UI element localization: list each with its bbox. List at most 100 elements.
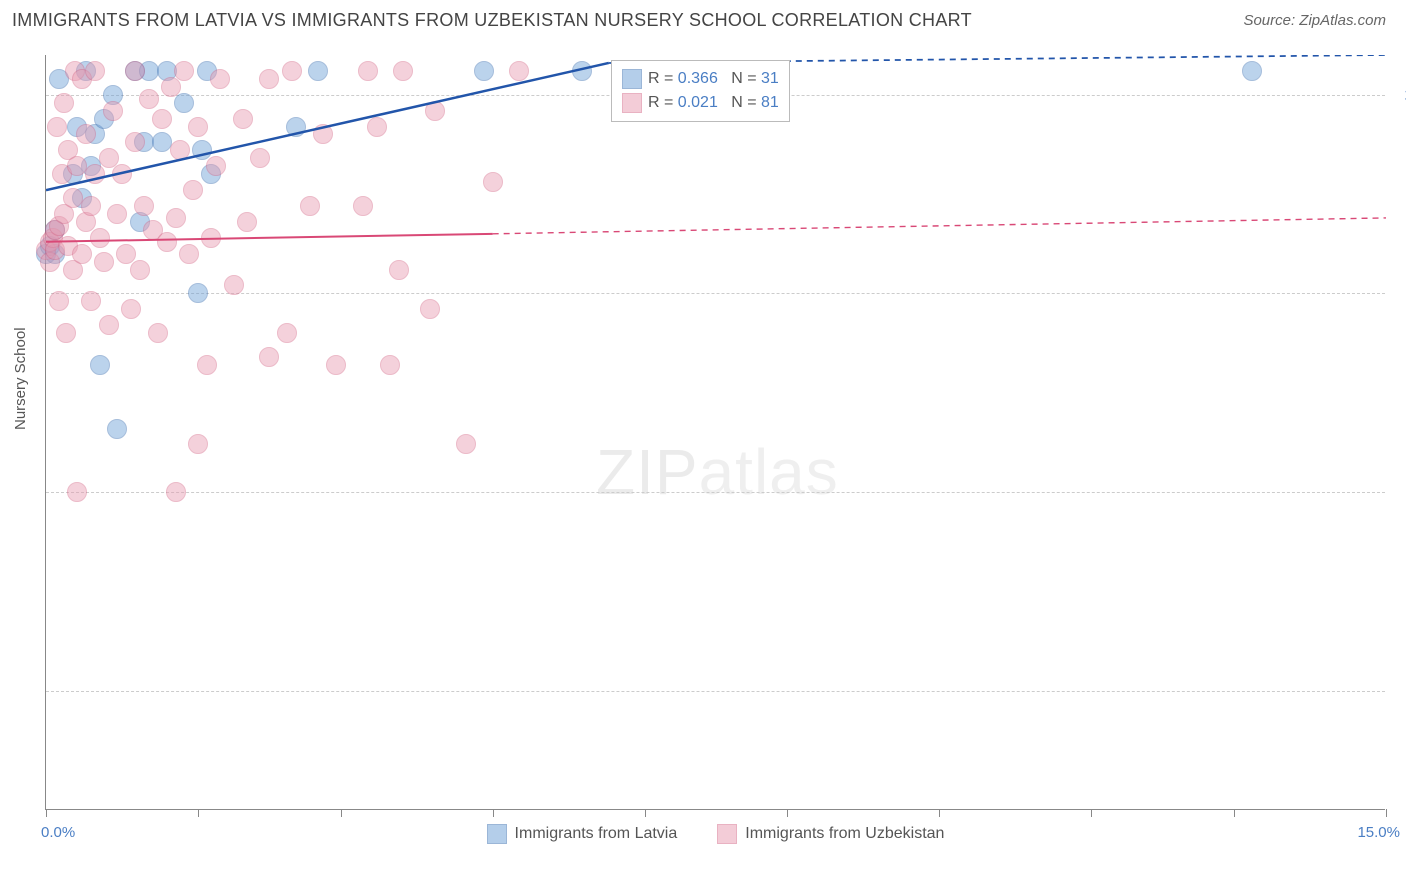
legend-swatch bbox=[622, 93, 642, 113]
scatter-point bbox=[483, 172, 503, 192]
scatter-point bbox=[282, 61, 302, 81]
scatter-point bbox=[183, 180, 203, 200]
scatter-point bbox=[107, 204, 127, 224]
x-tick bbox=[1091, 809, 1092, 817]
scatter-point bbox=[509, 61, 529, 81]
scatter-point bbox=[358, 61, 378, 81]
legend-label: Immigrants from Uzbekistan bbox=[745, 825, 944, 843]
correlation-legend: R = 0.366 N = 31 R = 0.021 N = 81 bbox=[611, 60, 790, 122]
scatter-point bbox=[72, 244, 92, 264]
scatter-point bbox=[54, 93, 74, 113]
legend-row: R = 0.366 N = 31 bbox=[622, 67, 779, 91]
scatter-point bbox=[81, 196, 101, 216]
gridline bbox=[46, 492, 1385, 493]
y-axis-label: Nursery School bbox=[12, 327, 29, 430]
scatter-point bbox=[76, 124, 96, 144]
scatter-point bbox=[157, 232, 177, 252]
scatter-point bbox=[125, 132, 145, 152]
scatter-point bbox=[237, 212, 257, 232]
scatter-point bbox=[326, 355, 346, 375]
scatter-point bbox=[166, 482, 186, 502]
scatter-point bbox=[259, 347, 279, 367]
legend-label: Immigrants from Latvia bbox=[515, 825, 678, 843]
scatter-point bbox=[188, 117, 208, 137]
scatter-point bbox=[456, 434, 476, 454]
scatter-point bbox=[170, 140, 190, 160]
x-tick-label: 0.0% bbox=[41, 824, 75, 841]
scatter-point bbox=[161, 77, 181, 97]
scatter-point bbox=[201, 228, 221, 248]
scatter-point bbox=[81, 291, 101, 311]
scatter-point bbox=[49, 291, 69, 311]
scatter-point bbox=[130, 260, 150, 280]
x-tick bbox=[198, 809, 199, 817]
scatter-point bbox=[90, 355, 110, 375]
scatter-point bbox=[174, 61, 194, 81]
x-tick bbox=[787, 809, 788, 817]
gridline bbox=[46, 293, 1385, 294]
scatter-point bbox=[152, 109, 172, 129]
scatter-point bbox=[393, 61, 413, 81]
x-tick-label: 15.0% bbox=[1357, 824, 1400, 841]
scatter-point bbox=[134, 196, 154, 216]
scatter-point bbox=[148, 323, 168, 343]
scatter-point bbox=[286, 117, 306, 137]
scatter-point bbox=[94, 252, 114, 272]
scatter-point bbox=[99, 315, 119, 335]
scatter-point bbox=[188, 434, 208, 454]
scatter-point bbox=[572, 61, 592, 81]
scatter-point bbox=[474, 61, 494, 81]
x-tick bbox=[493, 809, 494, 817]
scatter-point bbox=[300, 196, 320, 216]
legend-text: R = 0.021 N = 81 bbox=[648, 94, 779, 112]
legend-swatch bbox=[487, 824, 507, 844]
x-tick bbox=[939, 809, 940, 817]
legend-text: R = 0.366 N = 31 bbox=[648, 70, 779, 88]
scatter-point bbox=[206, 156, 226, 176]
legend-item: Immigrants from Latvia bbox=[487, 824, 678, 844]
legend-row: R = 0.021 N = 81 bbox=[622, 91, 779, 115]
scatter-point bbox=[353, 196, 373, 216]
scatter-point bbox=[380, 355, 400, 375]
scatter-point bbox=[56, 323, 76, 343]
legend-swatch bbox=[622, 69, 642, 89]
scatter-point bbox=[166, 208, 186, 228]
scatter-point bbox=[188, 283, 208, 303]
x-tick bbox=[1234, 809, 1235, 817]
scatter-point bbox=[85, 164, 105, 184]
watermark: ZIPatlas bbox=[596, 435, 839, 509]
scatter-point bbox=[277, 323, 297, 343]
scatter-point bbox=[85, 61, 105, 81]
source-attribution: Source: ZipAtlas.com bbox=[1243, 12, 1386, 29]
scatter-point bbox=[125, 61, 145, 81]
scatter-point bbox=[224, 275, 244, 295]
x-tick bbox=[46, 809, 47, 817]
scatter-point bbox=[103, 101, 123, 121]
scatter-point bbox=[1242, 61, 1262, 81]
scatter-point bbox=[259, 69, 279, 89]
scatter-point bbox=[90, 228, 110, 248]
scatter-point bbox=[367, 117, 387, 137]
legend-swatch bbox=[717, 824, 737, 844]
chart-plot-area: ZIPatlas Immigrants from LatviaImmigrant… bbox=[45, 55, 1385, 810]
scatter-point bbox=[197, 355, 217, 375]
scatter-point bbox=[179, 244, 199, 264]
gridline bbox=[46, 691, 1385, 692]
bottom-legend: Immigrants from Latvia Immigrants from Uz… bbox=[46, 824, 1385, 844]
chart-title: IMMIGRANTS FROM LATVIA VS IMMIGRANTS FRO… bbox=[12, 10, 972, 31]
scatter-point bbox=[107, 419, 127, 439]
scatter-point bbox=[139, 89, 159, 109]
scatter-point bbox=[420, 299, 440, 319]
scatter-point bbox=[174, 93, 194, 113]
scatter-point bbox=[121, 299, 141, 319]
x-tick bbox=[645, 809, 646, 817]
scatter-point bbox=[250, 148, 270, 168]
scatter-point bbox=[308, 61, 328, 81]
scatter-point bbox=[210, 69, 230, 89]
scatter-point bbox=[47, 117, 67, 137]
scatter-point bbox=[112, 164, 132, 184]
x-tick bbox=[1386, 809, 1387, 817]
scatter-point bbox=[425, 101, 445, 121]
scatter-point bbox=[313, 124, 333, 144]
scatter-point bbox=[233, 109, 253, 129]
